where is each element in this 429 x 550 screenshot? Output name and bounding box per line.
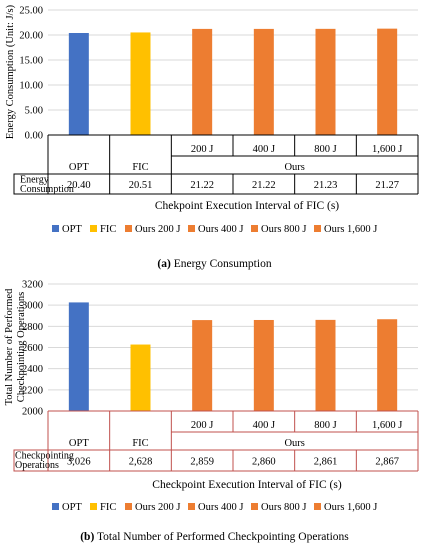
a-category-label: 200 J <box>191 144 213 155</box>
a-bar-1 <box>130 32 151 136</box>
caption-b-prefix: (b) <box>80 531 95 543</box>
a-row-label: Consumption <box>20 184 74 195</box>
a-table-value: 20.51 <box>129 180 153 191</box>
b-y-tick-label: 3000 <box>22 301 43 312</box>
a-category-label: 400 J <box>253 144 275 155</box>
a-legend-swatch <box>52 225 59 232</box>
b-category-label: OPT <box>69 438 89 449</box>
a-row-label: Energy <box>20 175 49 186</box>
b-row-label: Operations <box>15 460 59 471</box>
a-table-value: 21.23 <box>314 180 338 191</box>
b-y-axis-label: Total Number of Performed <box>4 288 15 406</box>
b-table-value: 2,859 <box>190 457 214 468</box>
b-legend-label: OPT <box>62 502 82 513</box>
a-bar-0 <box>68 33 89 135</box>
a-bar-2 <box>192 28 213 135</box>
b-legend-swatch <box>251 503 258 510</box>
a-y-tick-label: 25.00 <box>19 6 43 17</box>
a-legend-label: Ours 800 J <box>261 224 307 235</box>
a-y-tick-label: 20.00 <box>19 31 43 42</box>
b-table-value: 2,867 <box>375 457 399 468</box>
b-y-tick-label: 2600 <box>22 343 43 354</box>
b-table-value: 3,026 <box>67 457 91 468</box>
b-legend-swatch <box>90 503 97 510</box>
a-legend-label: FIC <box>100 224 116 235</box>
a-legend-label: OPT <box>62 224 82 235</box>
a-legend-swatch <box>251 225 258 232</box>
a-table-value: 21.22 <box>252 180 276 191</box>
b-bar-3 <box>253 319 274 411</box>
b-category-label: 800 J <box>314 420 336 431</box>
caption-a: (a) Energy Consumption <box>0 258 429 270</box>
b-legend-label: Ours 800 J <box>261 502 307 513</box>
b-bar-1 <box>130 344 151 411</box>
a-x-axis-label: Chekpoint Execution Interval of FIC (s) <box>155 200 339 212</box>
a-y-tick-label: 10.00 <box>19 81 43 92</box>
b-y-tick-label: 2000 <box>22 407 43 418</box>
b-table-value: 2,860 <box>252 457 276 468</box>
b-y-tick-label: 3200 <box>22 280 43 291</box>
caption-b-text: Total Number of Performed Checkpointing … <box>94 531 349 543</box>
a-bar-4 <box>315 28 336 136</box>
a-bar-5 <box>377 28 398 135</box>
a-legend-swatch <box>90 225 97 232</box>
a-legend-label: Ours 1,600 J <box>324 224 377 235</box>
a-y-tick-label: 0.00 <box>25 131 43 142</box>
b-category-label: FIC <box>132 438 148 449</box>
b-y-tick-label: 2400 <box>22 364 43 375</box>
b-legend-swatch <box>188 503 195 510</box>
b-x-axis-label: Checkpoint Execution Interval of FIC (s) <box>152 479 342 491</box>
b-legend-label: Ours 200 J <box>135 502 181 513</box>
b-legend-label: Ours 1,600 J <box>324 502 377 513</box>
a-legend-label: Ours 400 J <box>198 224 244 235</box>
a-legend-swatch <box>125 225 132 232</box>
b-y-axis-label: Checkpointing Operations <box>16 292 27 403</box>
a-table-value: 20.40 <box>67 180 91 191</box>
b-legend-swatch <box>52 503 59 510</box>
a-category-label: FIC <box>132 162 148 173</box>
b-legend-swatch <box>125 503 132 510</box>
b-table-value: 2,861 <box>314 457 338 468</box>
a-y-tick-label: 15.00 <box>19 56 43 67</box>
a-legend-label: Ours 200 J <box>135 224 181 235</box>
caption-a-prefix: (a) <box>157 258 171 270</box>
b-legend-swatch <box>314 503 321 510</box>
caption-a-text: Energy Consumption <box>170 258 272 270</box>
b-legend-label: Ours 400 J <box>198 502 244 513</box>
caption-b: (b) Total Number of Performed Checkpoint… <box>0 531 429 543</box>
b-row-label: Checkpointing <box>15 451 74 462</box>
b-category-label: 200 J <box>191 420 213 431</box>
a-category-label: 1,600 J <box>372 144 402 155</box>
b-bar-5 <box>377 319 398 411</box>
a-group-label: Ours <box>284 162 304 173</box>
b-category-label: 1,600 J <box>372 420 402 431</box>
b-bar-2 <box>192 320 213 411</box>
a-bar-3 <box>253 28 274 135</box>
b-bar-0 <box>68 302 89 411</box>
b-y-tick-label: 2800 <box>22 322 43 333</box>
b-category-label: 400 J <box>253 420 275 431</box>
a-y-axis-label: Energy Consumption (Unit: J/s) <box>5 4 16 139</box>
a-category-label: OPT <box>69 162 89 173</box>
b-y-tick-label: 2200 <box>22 385 43 396</box>
a-legend-swatch <box>314 225 321 232</box>
b-table-value: 2,628 <box>129 457 153 468</box>
a-y-tick-label: 5.00 <box>25 106 43 117</box>
a-table-value: 21.22 <box>190 180 214 191</box>
b-bar-4 <box>315 319 336 411</box>
b-legend-label: FIC <box>100 502 116 513</box>
a-legend-swatch <box>188 225 195 232</box>
a-category-label: 800 J <box>314 144 336 155</box>
a-table-value: 21.27 <box>375 180 399 191</box>
b-group-label: Ours <box>284 438 304 449</box>
